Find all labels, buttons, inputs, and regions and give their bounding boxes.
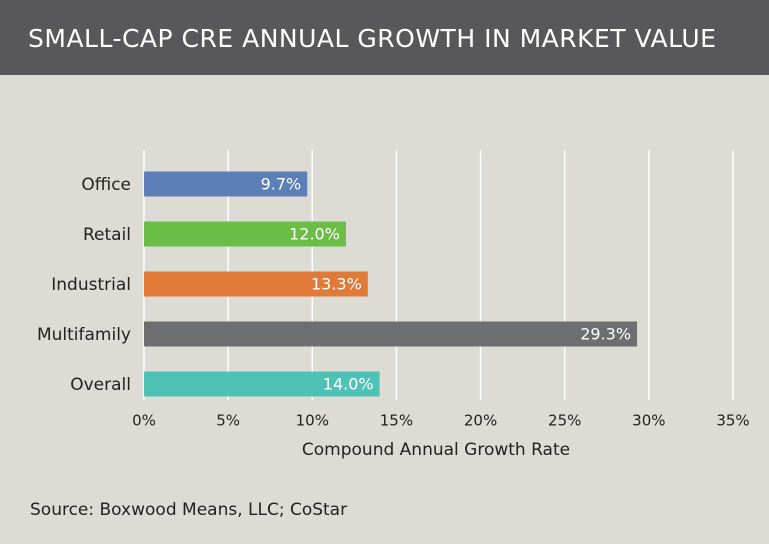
value-label: 12.0% [289,225,340,244]
bar [144,221,346,247]
source-note: Source: Boxwood Means, LLC; CoStar [30,500,347,520]
value-label: 29.3% [580,325,631,344]
x-tick-label: 30% [632,412,665,430]
x-tick-label: 20% [464,412,497,430]
y-tick-label: Office [81,175,131,195]
y-tick-label: Overall [70,375,131,395]
bar [144,321,638,347]
value-label: 14.0% [323,375,374,394]
x-tick-label: 15% [380,412,413,430]
x-tick-label: 5% [216,412,240,430]
y-tick-label: Retail [83,225,131,245]
x-tick-label: 0% [132,412,156,430]
bar [144,271,368,297]
bar [144,371,380,397]
x-tick-label: 35% [716,412,749,430]
value-label: 9.7% [261,175,302,194]
x-axis-label: Compound Annual Growth Rate [302,440,570,460]
bar [144,171,308,197]
x-tick-label: 10% [296,412,329,430]
x-tick-label: 25% [548,412,581,430]
y-tick-label: Multifamily [37,325,131,345]
y-tick-label: Industrial [51,275,131,295]
header-band [0,0,769,75]
value-label: 13.3% [311,275,362,294]
chart-title: SMALL-CAP CRE ANNUAL GROWTH IN MARKET VA… [28,24,716,53]
